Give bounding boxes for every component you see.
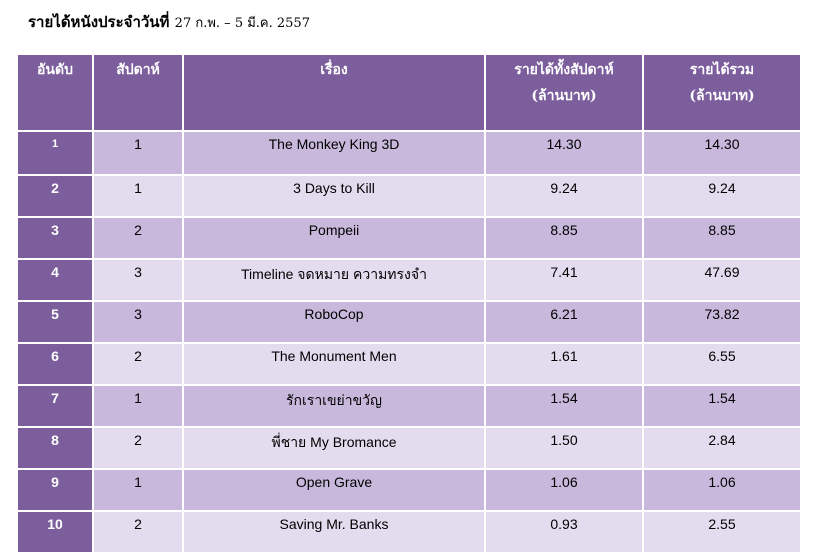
cell-movie: 3 Days to Kill [184,176,486,218]
cell-weekly-revenue: 1.54 [486,386,644,428]
page-title: รายได้หนังประจำวันที่ 27 ก.พ. – 5 มี.ค. … [28,10,310,34]
header-weekly-revenue: รายได้ทั้งสัปดาห์ (ล้านบาท) [486,55,644,132]
cell-rank: 10 [18,512,94,554]
table-row: 7 1 รักเราเขย่าขวัญ 1.54 1.54 [18,386,800,428]
cell-weekly-revenue: 1.61 [486,344,644,386]
cell-total-revenue: 73.82 [644,302,800,344]
cell-week: 1 [94,386,184,428]
cell-rank: 2 [18,176,94,218]
cell-weekly-revenue: 9.24 [486,176,644,218]
cell-movie: The Monument Men [184,344,486,386]
cell-weekly-revenue: 1.06 [486,470,644,512]
cell-week: 1 [94,132,184,176]
table-row: 10 2 Saving Mr. Banks 0.93 2.55 [18,512,800,554]
cell-total-revenue: 47.69 [644,260,800,302]
header-total-line1: รายได้รวม [689,62,755,78]
cell-movie: The Monkey King 3D [184,132,486,176]
header-total-line2: (ล้านบาท) [689,88,755,104]
cell-rank: 1 [18,132,94,176]
header-movie: เรื่อง [184,55,486,132]
cell-movie: พี่ชาย My Bromance [184,428,486,470]
cell-weekly-revenue: 8.85 [486,218,644,260]
cell-total-revenue: 8.85 [644,218,800,260]
cell-total-revenue: 1.06 [644,470,800,512]
cell-weekly-revenue: 1.50 [486,428,644,470]
table-row: 4 3 Timeline จดหมาย ความทรงจำ 7.41 47.69 [18,260,800,302]
cell-total-revenue: 1.54 [644,386,800,428]
title-main: รายได้หนังประจำวันที่ [28,13,170,31]
cell-movie: Open Grave [184,470,486,512]
table-body: 1 1 The Monkey King 3D 14.30 14.30 2 1 3 Days t… [18,132,800,554]
cell-week: 2 [94,428,184,470]
cell-movie: Saving Mr. Banks [184,512,486,554]
cell-movie: รักเราเขย่าขวัญ [184,386,486,428]
cell-rank: 5 [18,302,94,344]
header-weekly-line2: (ล้านบาท) [531,88,597,104]
cell-weekly-revenue: 6.21 [486,302,644,344]
table-row: 8 2 พี่ชาย My Bromance 1.50 2.84 [18,428,800,470]
box-office-table: อันดับ สัปดาห์ เรื่อง รายได้ทั้งสัปดาห์ … [18,55,800,554]
table-row: 1 1 The Monkey King 3D 14.30 14.30 [18,132,800,176]
cell-week: 3 [94,302,184,344]
header-row: อันดับ สัปดาห์ เรื่อง รายได้ทั้งสัปดาห์ … [18,55,800,132]
cell-rank: 7 [18,386,94,428]
cell-rank: 6 [18,344,94,386]
table-row: 5 3 RoboCop 6.21 73.82 [18,302,800,344]
cell-rank: 9 [18,470,94,512]
cell-total-revenue: 2.84 [644,428,800,470]
cell-weekly-revenue: 7.41 [486,260,644,302]
cell-week: 2 [94,218,184,260]
cell-movie: Timeline จดหมาย ความทรงจำ [184,260,486,302]
cell-total-revenue: 6.55 [644,344,800,386]
header-week: สัปดาห์ [94,55,184,132]
cell-week: 2 [94,512,184,554]
header-rank: อันดับ [18,55,94,132]
cell-rank: 4 [18,260,94,302]
cell-weekly-revenue: 0.93 [486,512,644,554]
cell-weekly-revenue: 14.30 [486,132,644,176]
header-weekly-line1: รายได้ทั้งสัปดาห์ [514,62,614,78]
title-date: 27 ก.พ. – 5 มี.ค. 2557 [174,16,310,31]
header-total-revenue: รายได้รวม (ล้านบาท) [644,55,800,132]
cell-total-revenue: 9.24 [644,176,800,218]
cell-week: 2 [94,344,184,386]
table-row: 9 1 Open Grave 1.06 1.06 [18,470,800,512]
cell-movie: Pompeii [184,218,486,260]
cell-total-revenue: 14.30 [644,132,800,176]
table-row: 6 2 The Monument Men 1.61 6.55 [18,344,800,386]
cell-week: 3 [94,260,184,302]
cell-movie: RoboCop [184,302,486,344]
cell-week: 1 [94,176,184,218]
cell-rank: 3 [18,218,94,260]
cell-week: 1 [94,470,184,512]
cell-rank: 8 [18,428,94,470]
cell-total-revenue: 2.55 [644,512,800,554]
table-row: 3 2 Pompeii 8.85 8.85 [18,218,800,260]
